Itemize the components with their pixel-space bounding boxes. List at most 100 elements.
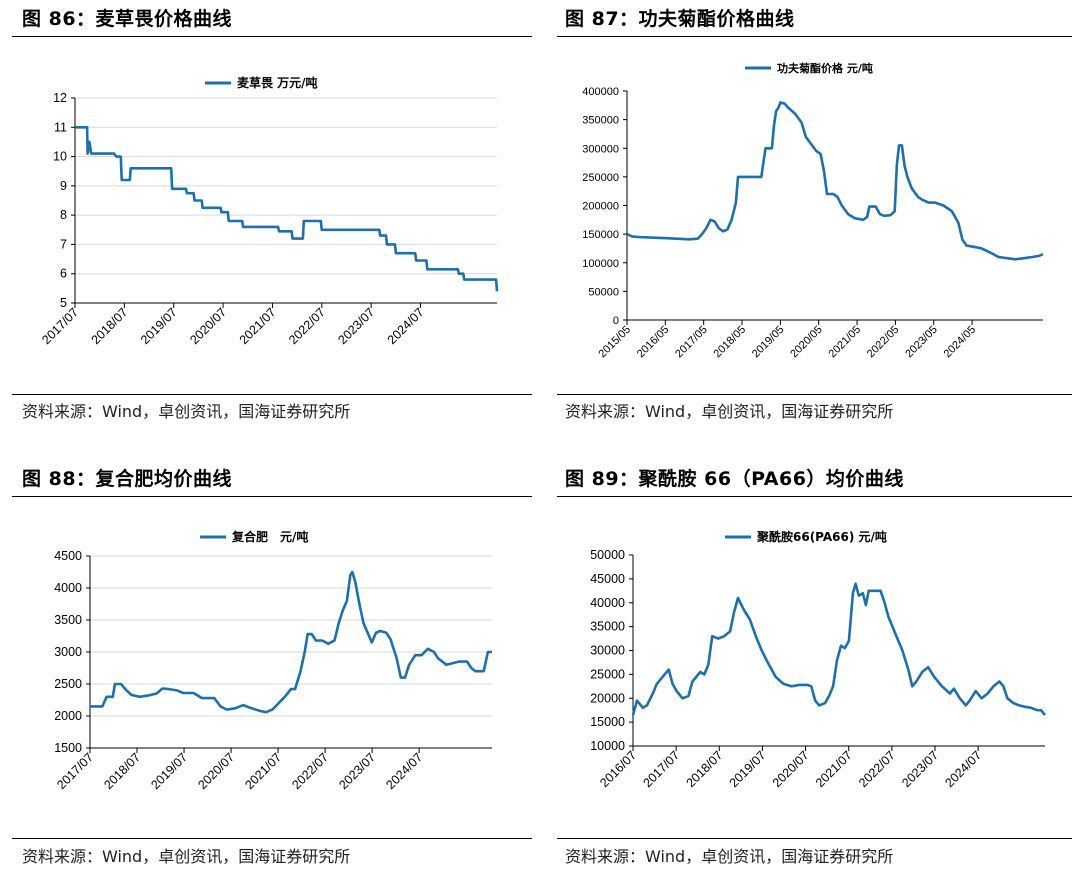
x-tick-label: 2019/07 (727, 748, 769, 790)
series-line (75, 126, 499, 292)
source-note: 资料来源：Wind，卓创资讯，国海证券研究所 (565, 847, 894, 866)
y-tick-label: 300000 (582, 143, 619, 155)
x-tick-label: 2024/07 (383, 750, 425, 792)
x-tick-label: 2018/07 (101, 750, 143, 792)
y-tick-label: 25000 (590, 667, 625, 681)
x-tick-label: 2022/07 (856, 748, 898, 790)
y-tick-label: 1500 (54, 741, 82, 755)
y-tick-label: 0 (613, 315, 619, 327)
x-tick-label: 2017/07 (54, 750, 96, 792)
x-tick-label: 2017/07 (640, 748, 682, 790)
legend-label: 复合肥 元/吨 (231, 529, 308, 544)
legend-label: 功夫菊酯价格 元/吨 (777, 61, 873, 75)
source-note: 资料来源：Wind，卓创资讯，国海证券研究所 (22, 402, 351, 421)
y-tick-label: 11 (54, 120, 67, 134)
series-line (631, 582, 1046, 716)
x-tick-label: 2024/07 (942, 748, 984, 790)
x-tick-label: 2023/05 (903, 324, 940, 361)
chart-panel-86: 图 86：麦草畏价格曲线 5 6 7 8 9 10 11 12 2017/07 2018/07 20… (0, 0, 540, 430)
source-note: 资料来源：Wind，卓创资讯，国海证券研究所 (565, 402, 894, 421)
y-tick-label: 9 (60, 179, 67, 193)
figure-title: 图 89：聚酰胺 66（PA66）均价曲线 (565, 468, 904, 490)
y-tick-label: 150000 (582, 229, 619, 241)
y-tick-label: 35000 (590, 620, 625, 634)
x-tick-label: 2016/05 (635, 324, 672, 361)
figure-title: 图 88：复合肥均价曲线 (22, 468, 233, 490)
y-tick-label: 3000 (54, 645, 82, 659)
y-tick-label: 15000 (590, 715, 625, 729)
legend-label: 麦草畏 万元/吨 (237, 75, 318, 90)
x-tick-label: 2021/07 (242, 750, 284, 792)
y-tick-label: 6 (60, 267, 67, 281)
y-tick-label: 50000 (590, 548, 625, 562)
x-tick-label: 2017/05 (673, 324, 710, 361)
series-line (90, 570, 492, 714)
lambda-cyhalothrin-price-chart: 0 50000 100000 150000 200000 250000 300000 3500… (582, 61, 1044, 361)
series-line (626, 101, 1044, 261)
x-tick-label: 2019/07 (148, 750, 190, 792)
x-tick-label: 2024/05 (942, 324, 979, 361)
source-rule (557, 838, 1072, 839)
source-rule (12, 394, 532, 395)
x-tick-label: 2018/07 (89, 305, 131, 347)
title-rule (12, 496, 532, 497)
title-rule (557, 36, 1072, 37)
x-tick-label: 2022/07 (286, 305, 328, 347)
y-tick-label: 7 (60, 237, 67, 251)
x-tick-label: 2020/07 (195, 750, 237, 792)
x-tick-label: 2020/07 (770, 748, 812, 790)
y-tick-label: 200000 (582, 201, 619, 213)
y-tick-label: 250000 (582, 172, 619, 184)
y-tick-label: 30000 (590, 644, 625, 658)
x-tick-label: 2020/07 (187, 305, 229, 347)
chart-panel-88: 图 88：复合肥均价曲线 1500 2000 2500 3000 3500 4000 450… (0, 460, 540, 871)
x-tick-label: 2022/07 (289, 750, 331, 792)
x-tick-label: 2023/07 (335, 305, 377, 347)
figure-title: 图 86：麦草畏价格曲线 (22, 8, 233, 30)
y-tick-label: 50000 (588, 286, 619, 298)
y-tick-label: 5 (60, 296, 67, 310)
y-tick-label: 2000 (54, 709, 82, 723)
source-rule (557, 394, 1072, 395)
y-tick-label: 3500 (54, 613, 82, 627)
y-tick-label: 4000 (54, 581, 82, 595)
x-tick-label: 2019/07 (138, 305, 180, 347)
y-tick-label: 4500 (54, 549, 82, 563)
x-tick-label: 2021/07 (813, 748, 855, 790)
source-rule (12, 838, 532, 839)
source-note: 资料来源：Wind，卓创资讯，国海证券研究所 (22, 847, 351, 866)
x-tick-label: 2018/07 (684, 748, 726, 790)
y-tick-label: 350000 (582, 115, 619, 127)
x-tick-label: 2022/05 (865, 324, 902, 361)
y-tick-label: 10000 (590, 739, 625, 753)
y-tick-label: 10 (53, 150, 67, 164)
title-rule (12, 36, 532, 37)
x-tick-label: 2023/07 (336, 750, 378, 792)
y-tick-label: 2500 (54, 677, 82, 691)
y-tick-label: 45000 (590, 572, 625, 586)
chart-panel-87: 图 87：功夫菊酯价格曲线 0 50000 100000 150000 200000 25… (545, 0, 1080, 430)
x-tick-label: 2023/07 (899, 748, 941, 790)
y-tick-label: 400000 (582, 86, 619, 98)
x-tick-label: 2024/07 (385, 305, 427, 347)
legend-label: 聚酰胺66(PA66) 元/吨 (756, 529, 887, 544)
y-tick-label: 20000 (590, 691, 625, 705)
x-tick-label: 2017/07 (39, 305, 81, 347)
title-rule (557, 496, 1072, 497)
x-tick-label: 2021/07 (237, 305, 279, 347)
x-tick-label: 2015/05 (597, 324, 634, 361)
x-tick-label: 2021/05 (827, 324, 864, 361)
x-tick-label: 2018/05 (712, 324, 749, 361)
pa66-price-chart: 10000 15000 20000 25000 30000 35000 40000 45000… (590, 529, 1046, 790)
y-tick-label: 40000 (590, 596, 625, 610)
y-tick-label: 8 (60, 208, 67, 222)
compound-fertilizer-price-chart: 1500 2000 2500 3000 3500 4000 4500 2017/07 2018/… (54, 529, 492, 792)
figure-title: 图 87：功夫菊酯价格曲线 (565, 8, 795, 30)
x-tick-label: 2016/07 (597, 748, 639, 790)
chart-panel-89: 图 89：聚酰胺 66（PA66）均价曲线 10000 15000 20000 250… (545, 460, 1080, 871)
y-tick-label: 100000 (582, 258, 619, 270)
y-tick-label: 12 (53, 91, 67, 105)
x-tick-label: 2019/05 (750, 324, 787, 361)
x-tick-label: 2020/05 (788, 324, 825, 361)
